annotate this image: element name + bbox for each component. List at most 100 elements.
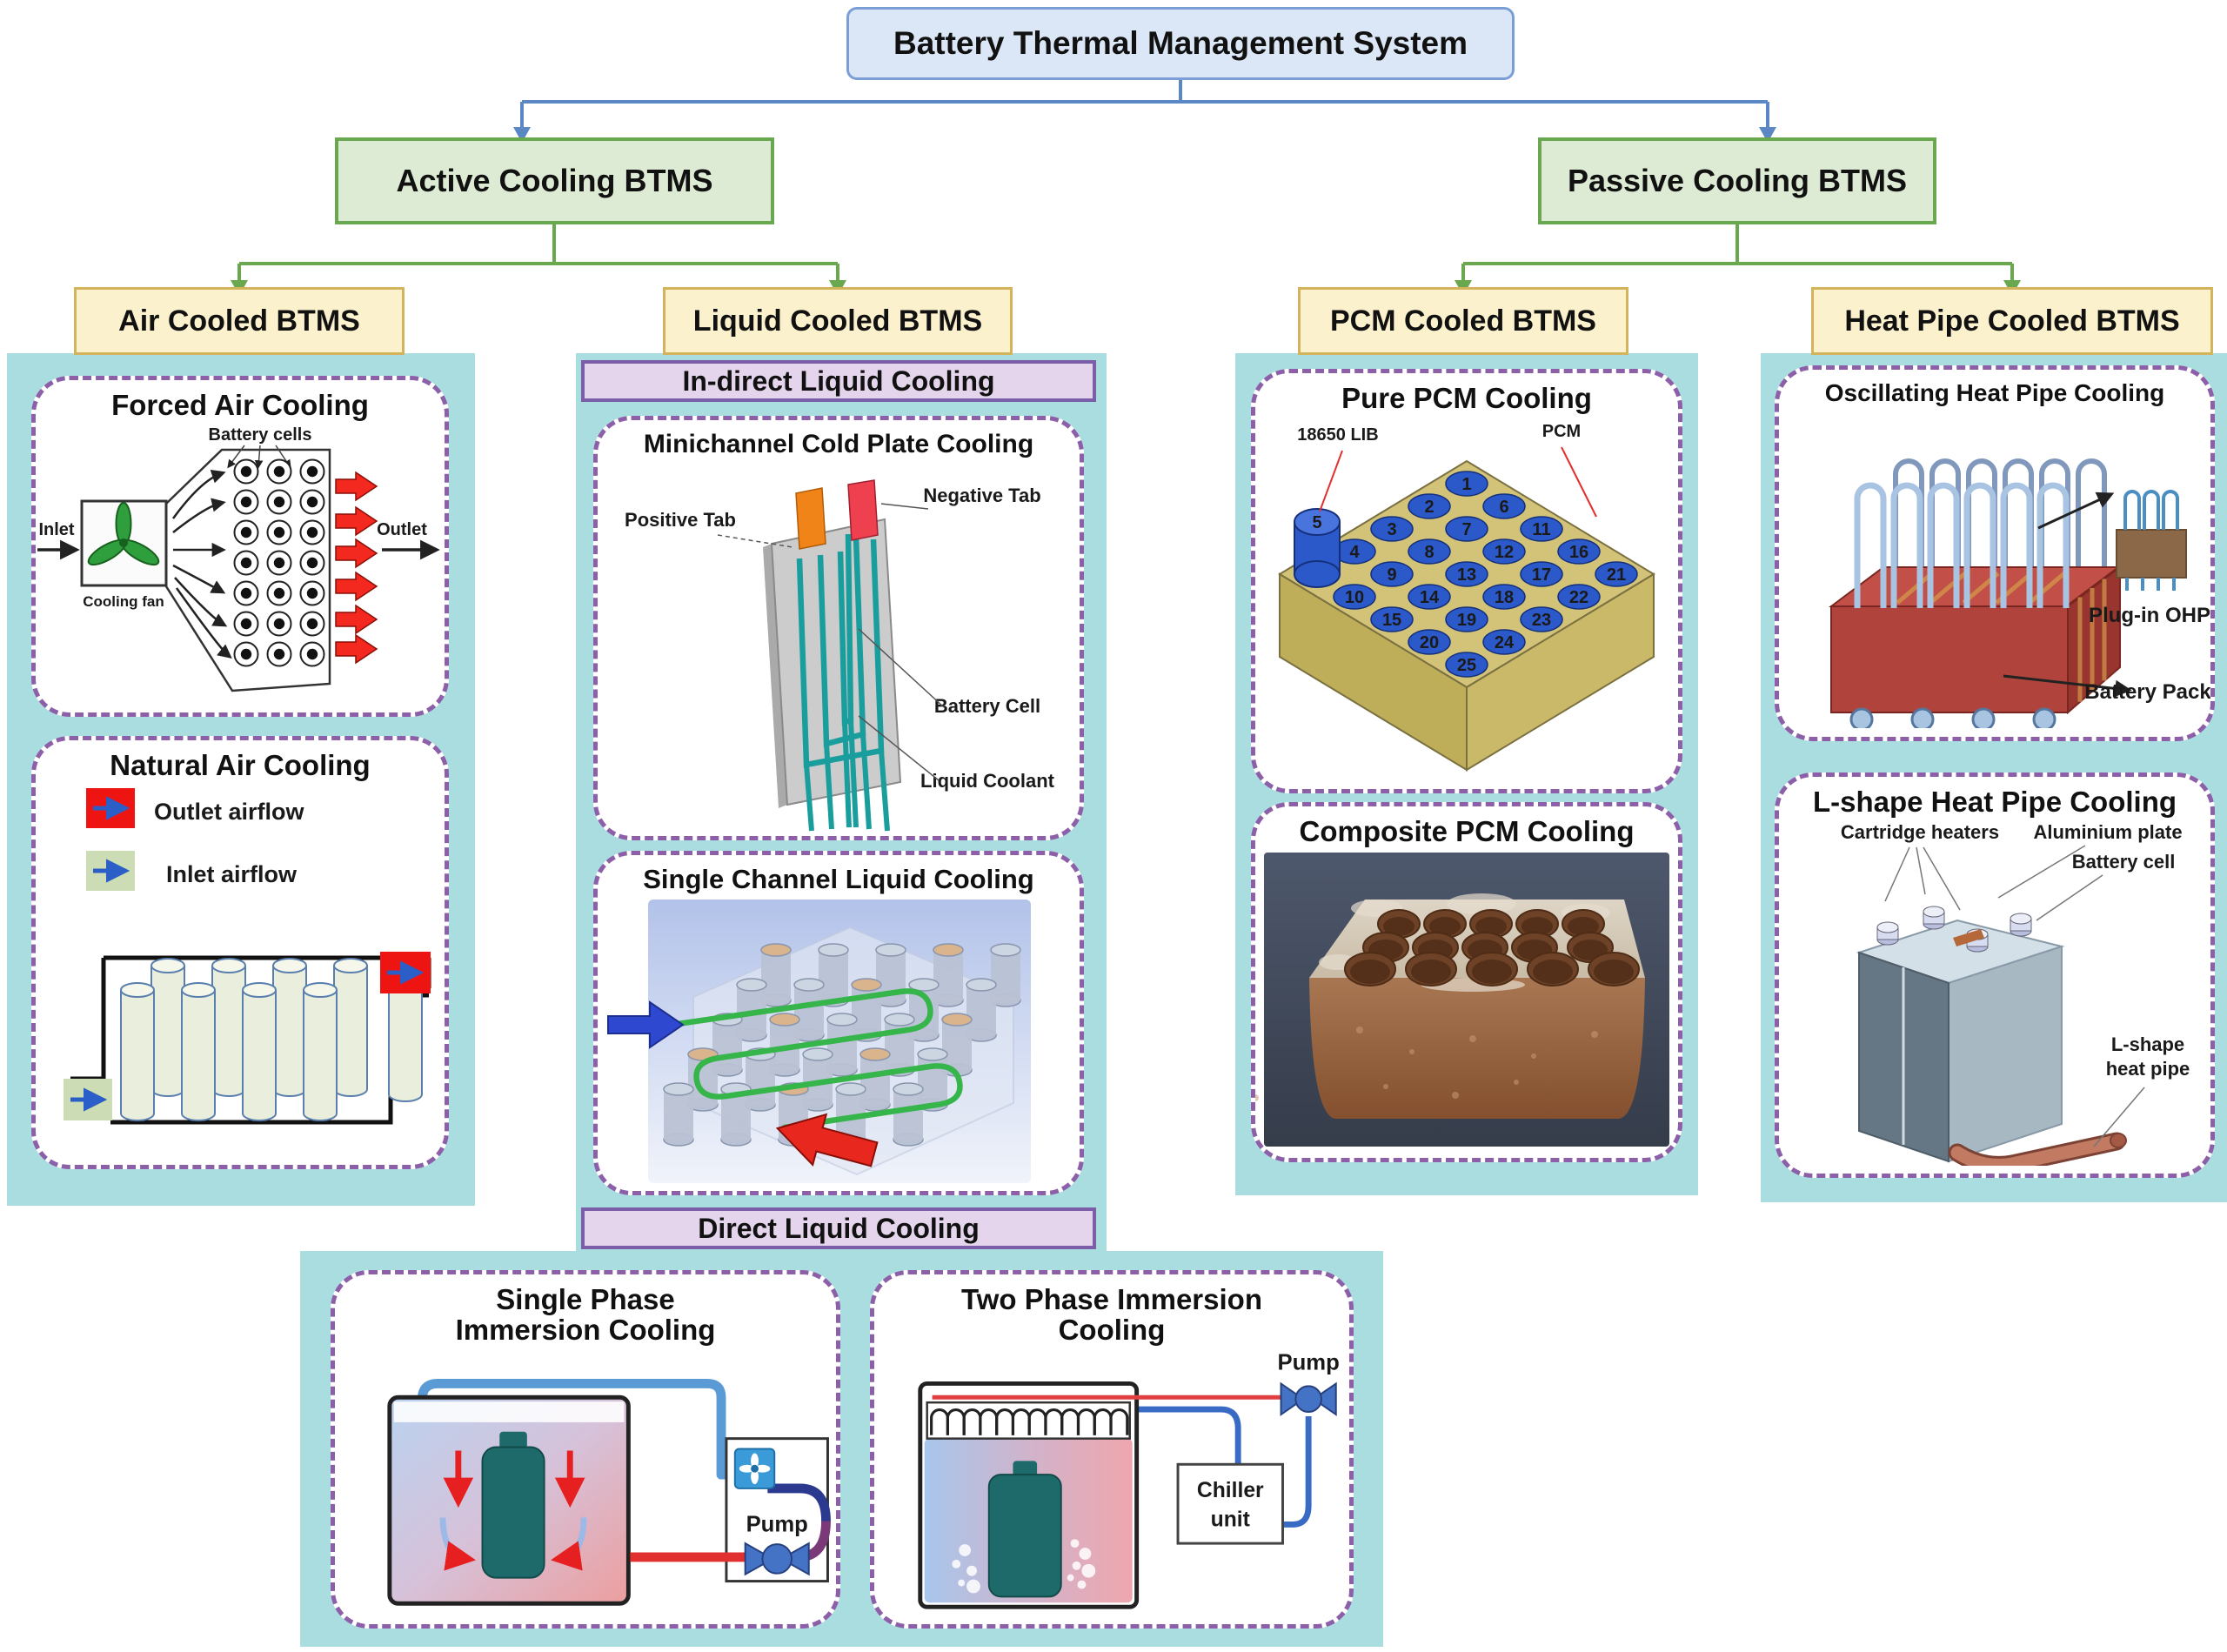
svg-text:1: 1 [1461,475,1471,494]
single-channel-panel: Single Channel Liquid Cooling [593,851,1084,1195]
negative-tab-label: Negative Tab [923,485,1040,506]
oscillating-hp-panel: Oscillating Heat Pipe Cooling Plug-in OH… [1775,365,2215,741]
outlet-airflow-label: Outlet airflow [154,799,305,825]
cells-right-face [1948,945,2063,1163]
svg-text:7: 7 [1461,520,1471,539]
forced-air-panel: Forced Air Cooling Battery cells Cooling… [31,376,449,717]
pump-valve-icon [1280,1381,1305,1416]
node-pcm-cooled: PCM Cooled BTMS [1298,287,1628,355]
active-label: Active Cooling BTMS [396,163,713,198]
coolant-channels [796,533,890,832]
indirect-liquid-header: In-direct Liquid Cooling [581,360,1096,402]
natural-air-panel: Natural Air Cooling Outlet airflow Inlet… [31,736,449,1169]
battery-cell-shape [481,1446,545,1579]
svg-text:24: 24 [1495,633,1515,652]
single-channel-diagram [607,899,1031,1183]
l-shape-pipe-label-2: heat pipe [2106,1058,2190,1080]
svg-text:21: 21 [1607,565,1626,585]
minichannel-diagram: Positive Tab Negative Tab Battery Cell L… [625,478,1055,832]
negative-tab-shape [847,478,879,541]
cartridge-heaters-label: Cartridge heaters [1841,821,1999,843]
pure-pcm-diagram: 1234567891011121314151617181920212223242… [1278,422,1655,772]
battery-cylinders [120,957,423,1121]
svg-text:22: 22 [1569,588,1588,607]
l-shape-pipe-label-1: L-shape [2111,1033,2184,1055]
single-phase-panel: Single Phase Immersion Cooling [331,1270,840,1629]
svg-text:2: 2 [1424,498,1434,517]
pcm-label: PCM Cooled BTMS [1330,304,1596,338]
node-air-cooled: Air Cooled BTMS [74,287,405,355]
single-phase-title-1: Single Phase [496,1283,675,1315]
svg-text:17: 17 [1532,565,1551,585]
two-phase-title-1: Two Phase Immersion [961,1283,1262,1315]
l-shape-pipe [1950,1134,2123,1166]
battery-cell-label: Battery Cell [934,695,1040,717]
svg-text:8: 8 [1424,543,1434,562]
battery-pack-label: Battery Pack [2084,680,2210,704]
pump-label: Pump [746,1512,808,1536]
natural-air-diagram: Outlet airflow Inlet airflow [64,787,431,1125]
svg-text:12: 12 [1495,543,1514,562]
forced-air-diagram: Battery cells Cooling fan Inlet Outlet [37,425,440,692]
pcm-material-label: PCM [1542,422,1581,441]
fan-icon [87,501,160,566]
l-shape-hp-diagram: Cartridge heaters Aluminium plate Batter… [1841,821,2190,1166]
single-phase-title: Single Phase Immersion Cooling [455,1283,716,1346]
plug-in-ohp-label: Plug-in OHP [2089,604,2210,627]
battery-cell-label: Battery cell [2072,851,2176,873]
bubbles [952,1539,1096,1594]
cell-array [663,943,1021,1147]
svg-text:9: 9 [1387,565,1396,585]
air-label: Air Cooled BTMS [118,304,360,338]
liquid-label: Liquid Cooled BTMS [692,304,983,338]
oscillating-hp-title: Oscillating Heat Pipe Cooling [1824,379,2165,406]
battery-cells-label: Battery cells [209,425,312,445]
battery-cell-shape [987,1474,1062,1598]
node-active-cooling: Active Cooling BTMS [335,137,774,224]
root-label: Battery Thermal Management System [893,25,1468,61]
pure-pcm-panel: Pure PCM Cooling 1 2 3 4 5 6 7 8 9 10 11 12 13 14 15 16… [1251,369,1682,793]
node-passive-cooling: Passive Cooling BTMS [1538,137,1936,224]
heat-pipe-label: Heat Pipe Cooled BTMS [1844,304,2180,338]
condenser-coil [930,1408,1129,1435]
svg-text:15: 15 [1382,611,1401,630]
direct-liquid-header: Direct Liquid Cooling [581,1207,1096,1249]
two-phase-title-2: Cooling [1058,1313,1166,1346]
svg-text:20: 20 [1420,633,1439,652]
svg-text:18: 18 [1495,588,1514,607]
chiller-label-1: Chiller [1197,1479,1264,1502]
direct-liquid-label: Direct Liquid Cooling [698,1212,980,1244]
node-heat-pipe-cooled: Heat Pipe Cooled BTMS [1811,287,2213,355]
minichannel-panel: Minichannel Cold Plate Cooling Positive … [593,416,1084,840]
svg-text:16: 16 [1569,543,1588,562]
heat-pipes-back [1893,458,2107,570]
l-shape-hp-title: L-shape Heat Pipe Cooling [1812,786,2177,818]
pure-pcm-title: Pure PCM Cooling [1341,382,1592,414]
positive-tab-shape [795,486,826,550]
lib-label: 18650 LIB [1297,425,1378,445]
battery-pack-front [1830,605,2069,713]
node-root: Battery Thermal Management System [846,7,1515,80]
two-phase-panel: Two Phase Immersion Cooling Chiller unit… [870,1270,1354,1629]
natural-air-title: Natural Air Cooling [110,749,371,781]
indirect-liquid-label: In-direct Liquid Cooling [682,365,995,397]
passive-label: Passive Cooling BTMS [1567,163,1908,198]
inlet-label: Inlet [38,520,74,539]
battery-cell-grid [171,458,378,667]
pcm-foam-block [1309,977,1645,1119]
single-phase-title-2: Immersion Cooling [455,1313,716,1346]
cell-holes [1344,908,1640,987]
coolant-tube [668,988,963,1131]
coolant-pipe-cold [417,1378,733,1480]
svg-text:11: 11 [1532,520,1550,539]
svg-text:4: 4 [1349,543,1360,562]
chiller-box [1176,1462,1284,1545]
liquid-coolant-label: Liquid Coolant [920,770,1055,792]
oscillating-hp-diagram: Plug-in OHP Battery Pack [1829,458,2210,728]
composite-pcm-panel: Composite PCM Cooling [1251,802,1682,1162]
two-phase-title: Two Phase Immersion Cooling [961,1283,1262,1346]
heat-pipes-front [1854,482,2070,608]
svg-text:6: 6 [1499,498,1508,517]
